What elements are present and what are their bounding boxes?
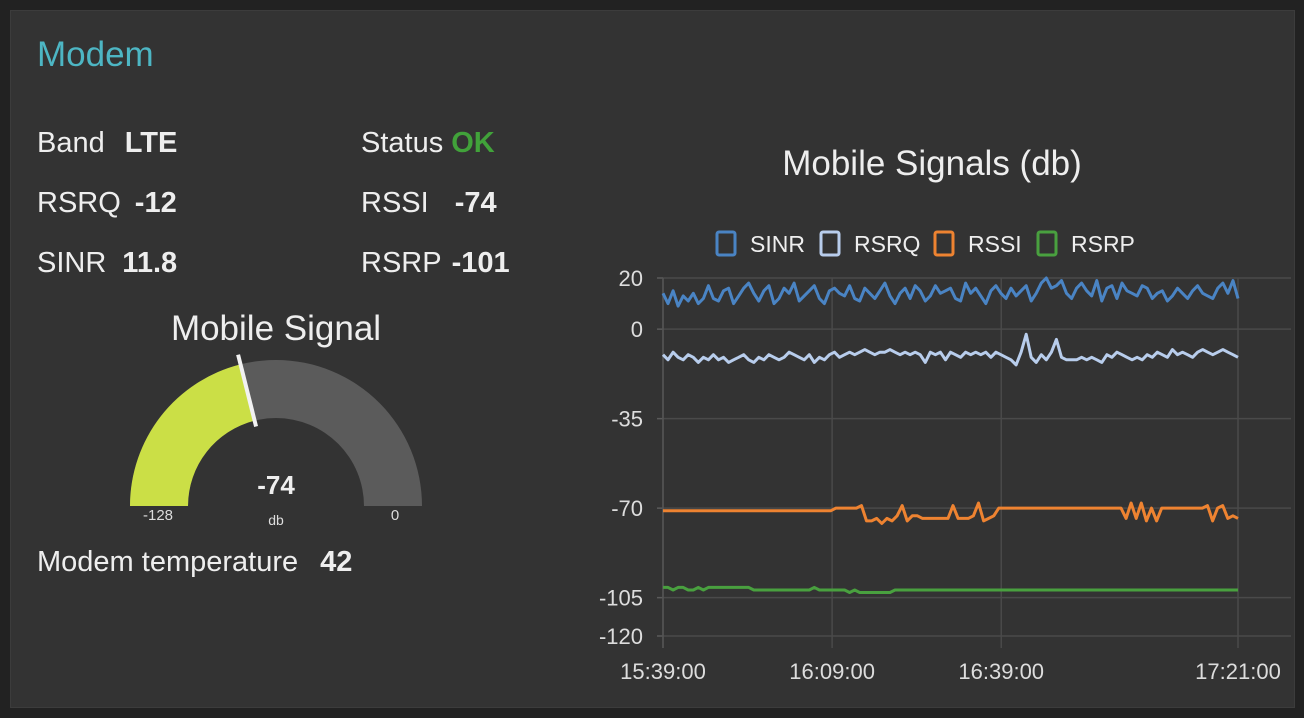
mobile-signals-chart: Mobile Signals (db) SINR RSRQ RSSI RSRP 20 0… (599, 144, 1291, 681)
y-tick-label: -70 (611, 496, 643, 521)
chart-title: Mobile Signals (db) (782, 144, 1082, 183)
temperature-row: Modem temperature 42 (37, 546, 352, 579)
y-tick-label: -120 (599, 624, 643, 649)
legend-swatch-sinr (715, 230, 737, 257)
y-tick-label: -35 (611, 407, 643, 432)
chart-series (661, 276, 1240, 594)
status-row: Status OK (361, 127, 495, 160)
y-tick-label: 0 (631, 317, 643, 342)
gauge-fill (130, 364, 255, 506)
series-line-rsrp (663, 585, 1238, 594)
rsrq-value: -12 (134, 187, 177, 219)
legend-swatch-rssi (933, 230, 955, 257)
legend-label-sinr: SINR (750, 231, 805, 257)
chart-grid (657, 277, 1291, 648)
gauge-title: Mobile Signal (170, 309, 382, 348)
legend-label-rssi: RSSI (968, 231, 1022, 257)
legend-label-rsrp: RSRP (1071, 231, 1135, 257)
y-tick-label: 20 (619, 266, 643, 291)
status-value: OK (451, 127, 495, 159)
x-tick-label: 15:39:00 (620, 659, 706, 681)
x-tick-label: 16:09:00 (789, 659, 875, 681)
band-row: Band LTE (37, 127, 177, 160)
series-line-sinr (661, 276, 1240, 308)
gauge-value: -74 (257, 470, 295, 500)
temperature-label: Modem temperature (37, 546, 299, 578)
rsrp-label: RSRP (361, 247, 442, 279)
rsrq-row: RSRQ -12 (37, 187, 177, 220)
rssi-value: -74 (454, 187, 497, 219)
series-line-rssi (663, 501, 1239, 525)
y-tick-label: -105 (599, 586, 643, 611)
sinr-row: SINR 11.8 (37, 247, 177, 280)
x-tick-label: 16:39:00 (958, 659, 1044, 681)
rsrq-label: RSRQ (37, 187, 121, 219)
gauge-min-label: -128 (143, 507, 173, 524)
rsrp-value: -101 (451, 247, 510, 279)
gauge-units: db (268, 512, 284, 528)
signal-gauge: -74 db -128 0 (130, 354, 422, 528)
y-axis-ticks: 20 0 -35 -70 -105 -120 (599, 266, 643, 649)
legend-label-rsrq: RSRQ (854, 231, 920, 257)
status-label: Status (361, 127, 444, 159)
modem-panel: Modem Band LTE Status OK RSRQ -12 RSSI -74 S… (10, 10, 1295, 708)
sinr-label: SINR (37, 247, 107, 279)
x-tick-label: 17:21:00 (1195, 659, 1281, 681)
rsrp-row: RSRP -101 (361, 247, 510, 280)
panel-title: Modem (37, 35, 154, 74)
rssi-row: RSSI -74 (361, 187, 497, 220)
gauge-max-label: 0 (391, 507, 399, 524)
x-axis-ticks: 15:39:00 16:09:00 16:39:00 17:21:00 (620, 659, 1281, 681)
sinr-value: 11.8 (122, 247, 178, 279)
band-label: Band (37, 127, 105, 159)
temperature-value: 42 (320, 546, 353, 578)
series-line-rsrq (661, 332, 1239, 367)
gauge-needle (236, 354, 259, 427)
band-value: LTE (124, 127, 178, 159)
chart-legend: SINR RSRQ RSSI RSRP (715, 230, 1135, 257)
legend-swatch-rsrq (819, 230, 841, 257)
rssi-label: RSSI (361, 187, 429, 219)
legend-swatch-rsrp (1036, 230, 1058, 257)
